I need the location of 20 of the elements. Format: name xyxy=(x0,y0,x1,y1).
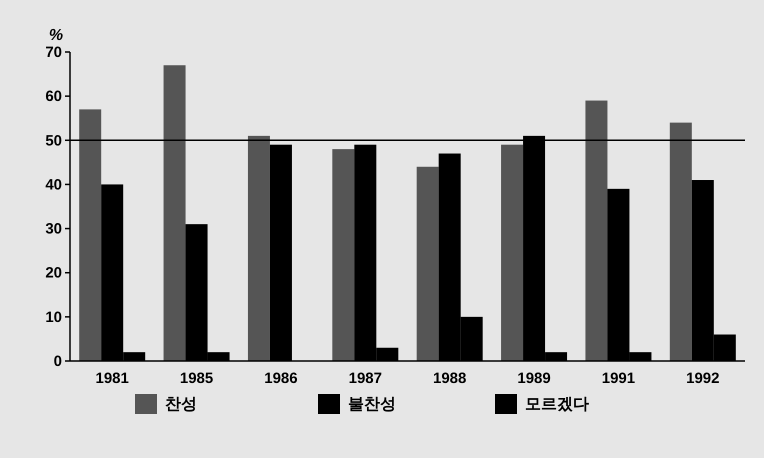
x-tick-label: 1992 xyxy=(686,370,720,387)
y-tick-label: 0 xyxy=(54,353,62,370)
y-tick-label: 50 xyxy=(45,132,62,150)
x-tick-label: 1991 xyxy=(602,370,636,387)
x-tick-label: 1985 xyxy=(180,370,214,387)
y-tick-label: 10 xyxy=(45,308,62,326)
legend-label: 찬성 xyxy=(165,396,197,413)
legend-label: 모르겠다 xyxy=(525,396,589,413)
y-tick-label: 40 xyxy=(45,176,62,194)
y-axis-title: % xyxy=(48,27,64,44)
y-tick-label: 70 xyxy=(45,44,62,61)
x-tick-label: 1989 xyxy=(517,370,551,387)
legend-label: 불찬성 xyxy=(348,396,396,413)
y-tick-label: 20 xyxy=(45,264,62,282)
x-tick-label: 1987 xyxy=(348,370,382,387)
x-tick-label: 1988 xyxy=(433,370,466,387)
x-tick-label: 1986 xyxy=(264,370,298,387)
y-tick-label: 60 xyxy=(45,88,62,106)
x-tick-label: 1981 xyxy=(96,370,129,387)
y-tick-label: 30 xyxy=(45,220,62,238)
